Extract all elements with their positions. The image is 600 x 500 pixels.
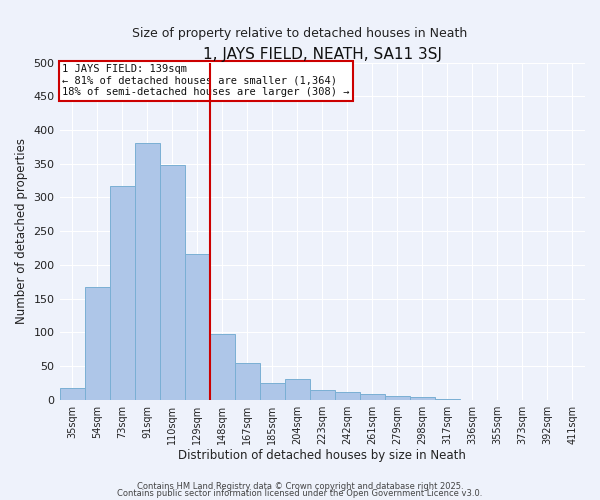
- Bar: [110, 186, 134, 400]
- Bar: [185, 254, 209, 400]
- X-axis label: Distribution of detached houses by size in Neath: Distribution of detached houses by size …: [178, 450, 466, 462]
- Bar: [85, 287, 110, 400]
- Y-axis label: Number of detached properties: Number of detached properties: [15, 138, 28, 324]
- Bar: [360, 394, 385, 400]
- Text: Contains HM Land Registry data © Crown copyright and database right 2025.: Contains HM Land Registry data © Crown c…: [137, 482, 463, 491]
- Bar: [235, 364, 260, 400]
- Text: Size of property relative to detached houses in Neath: Size of property relative to detached ho…: [133, 28, 467, 40]
- Bar: [435, 399, 460, 400]
- Bar: [134, 144, 160, 400]
- Bar: [335, 392, 360, 400]
- Bar: [209, 334, 235, 400]
- Bar: [59, 388, 85, 400]
- Title: 1, JAYS FIELD, NEATH, SA11 3SJ: 1, JAYS FIELD, NEATH, SA11 3SJ: [203, 48, 442, 62]
- Bar: [260, 383, 285, 400]
- Bar: [285, 380, 310, 400]
- Bar: [410, 397, 435, 400]
- Bar: [385, 396, 410, 400]
- Text: 1 JAYS FIELD: 139sqm
← 81% of detached houses are smaller (1,364)
18% of semi-de: 1 JAYS FIELD: 139sqm ← 81% of detached h…: [62, 64, 350, 98]
- Bar: [310, 390, 335, 400]
- Text: Contains public sector information licensed under the Open Government Licence v3: Contains public sector information licen…: [118, 490, 482, 498]
- Bar: [160, 165, 185, 400]
